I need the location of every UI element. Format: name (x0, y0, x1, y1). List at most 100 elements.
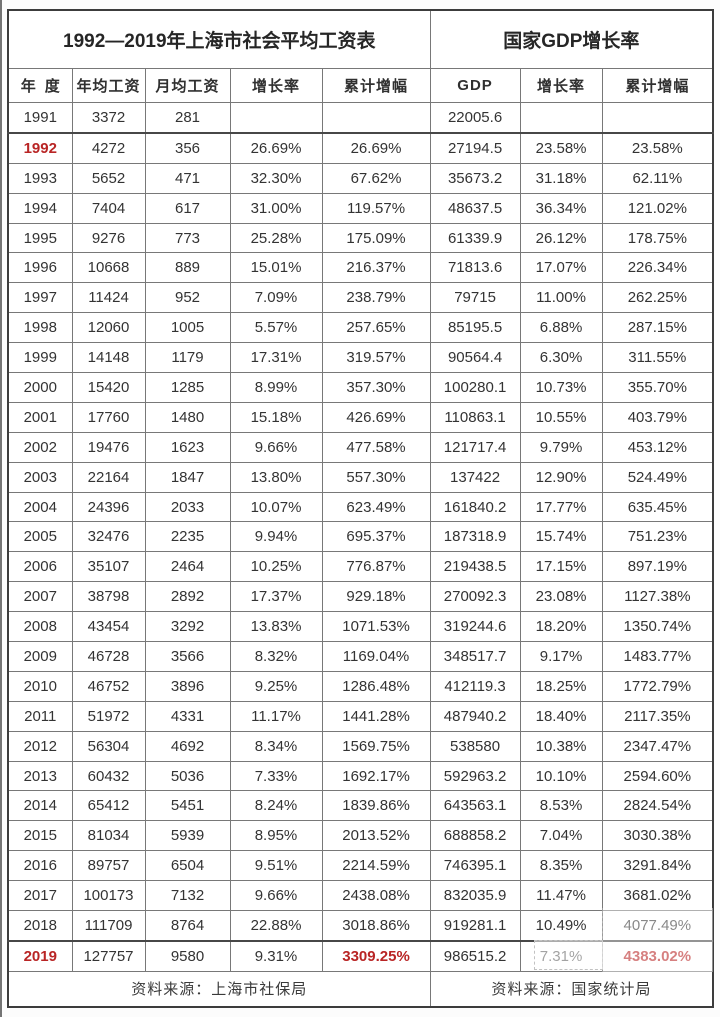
cell-annual: 46752 (71, 670, 146, 702)
table-row: 2018 111709 8764 22.88% 3018.86% 919281.1 10.4… (7, 910, 714, 942)
cell-gdp_growth: 18.40% (519, 700, 603, 732)
cell-monthly: 4331 (144, 700, 231, 732)
right-table-title: 国家GDP增长率 (429, 9, 714, 69)
table-row: 1996 10668 889 15.01% 216.37% 71813.6 17.07% 22… (7, 252, 714, 284)
cell-year: 2006 (7, 551, 73, 583)
cell-monthly: 471 (144, 162, 231, 194)
cell-year: 1995 (7, 222, 73, 254)
cell-gdp: 643563.1 (429, 790, 521, 822)
cell-cum: 1441.28% (321, 700, 431, 732)
table-row: 2004 24396 2033 10.07% 623.49% 161840.2 17.77%… (7, 491, 714, 523)
cell-year: 1992 (7, 131, 73, 164)
cell-gdp_cum: 635.45% (601, 491, 714, 523)
table-row: 2014 65412 5451 8.24% 1839.86% 643563.1 8.53% 2… (7, 790, 714, 822)
cell-monthly: 7132 (144, 880, 231, 912)
cell-gdp_cum: 226.34% (601, 252, 714, 284)
column-header-5: GDP (429, 68, 521, 103)
cell-gdp: 487940.2 (429, 700, 521, 732)
cell-annual: 65412 (71, 790, 146, 822)
cell-year: 2011 (7, 700, 73, 732)
cell-gdp_growth (519, 101, 603, 134)
cell-growth: 7.09% (229, 282, 323, 314)
cell-gdp_growth: 23.58% (519, 131, 603, 164)
cell-annual: 10668 (71, 252, 146, 284)
right-source-note: 资料来源：国家统计局 (429, 970, 714, 1008)
table-row: 1994 7404 617 31.00% 119.57% 48637.5 36.34% 121… (7, 192, 714, 224)
cell-year: 2016 (7, 850, 73, 882)
cell-growth: 11.17% (229, 700, 323, 732)
cell-monthly: 889 (144, 252, 231, 284)
cell-year: 2015 (7, 820, 73, 852)
cell-cum: 26.69% (321, 131, 431, 164)
cell-growth: 9.25% (229, 670, 323, 702)
cell-monthly: 1005 (144, 312, 231, 344)
cell-gdp: 110863.1 (429, 401, 521, 433)
cell-year: 2009 (7, 641, 73, 672)
cell-cum: 175.09% (321, 222, 431, 254)
cell-cum: 3018.86% (321, 910, 431, 942)
cell-gdp: 27194.5 (429, 131, 521, 164)
table-row: 1995 9276 773 25.28% 175.09% 61339.9 26.12% 178… (7, 222, 714, 254)
cell-gdp: 348517.7 (429, 641, 521, 672)
cell-gdp_growth: 17.15% (519, 551, 603, 583)
cell-cum: 1839.86% (321, 790, 431, 822)
cell-cum: 2013.52% (321, 820, 431, 852)
table-row: 2001 17760 1480 15.18% 426.69% 110863.1 10.55%… (7, 401, 714, 433)
cell-gdp_growth: 6.30% (519, 342, 603, 374)
cell-gdp: 100280.1 (429, 372, 521, 403)
cell-annual: 7404 (71, 192, 146, 224)
cell-gdp: 688858.2 (429, 820, 521, 852)
cell-gdp_growth: 10.55% (519, 401, 603, 433)
cell-year: 2014 (7, 790, 73, 822)
table-row: 2015 81034 5939 8.95% 2013.52% 688858.2 7.04% 3… (7, 820, 714, 852)
cell-gdp: 832035.9 (429, 880, 521, 912)
cell-gdp_growth: 8.35% (519, 850, 603, 882)
cell-monthly: 1285 (144, 372, 231, 403)
cell-gdp_growth: 10.73% (519, 372, 603, 403)
cell-gdp_growth: 10.38% (519, 730, 603, 762)
cell-growth: 5.57% (229, 312, 323, 344)
cell-monthly: 9580 (144, 939, 231, 972)
cell-annual: 32476 (71, 521, 146, 553)
cell-growth: 32.30% (229, 162, 323, 194)
cell-annual: 60432 (71, 760, 146, 792)
cell-annual: 3372 (71, 101, 146, 134)
cell-monthly: 1179 (144, 342, 231, 374)
cell-year: 2008 (7, 611, 73, 643)
cell-growth: 8.24% (229, 790, 323, 822)
cell-gdp_growth: 9.79% (519, 431, 603, 463)
cell-growth: 8.32% (229, 641, 323, 672)
cell-year: 2000 (7, 372, 73, 403)
cell-monthly: 356 (144, 131, 231, 164)
cell-annual: 111709 (71, 910, 146, 942)
cell-gdp: 412119.3 (429, 670, 521, 702)
cell-cum: 2214.59% (321, 850, 431, 882)
cell-gdp: 270092.3 (429, 581, 521, 613)
table-row: 2012 56304 4692 8.34% 1569.75% 538580 10.38% 23… (7, 730, 714, 762)
cell-gdp: 71813.6 (429, 252, 521, 284)
cell-monthly: 2892 (144, 581, 231, 613)
cell-growth: 9.51% (229, 850, 323, 882)
cell-cum: 1169.04% (321, 641, 431, 672)
cell-year: 2003 (7, 461, 73, 493)
cell-gdp_cum: 4383.02% (601, 939, 714, 972)
cell-gdp_growth: 15.74% (519, 521, 603, 553)
cell-gdp_growth: 18.25% (519, 670, 603, 702)
cell-growth: 9.66% (229, 431, 323, 463)
cell-cum: 257.65% (321, 312, 431, 344)
cell-cum: 119.57% (321, 192, 431, 224)
cell-gdp_cum: 178.75% (601, 222, 714, 254)
cell-annual: 100173 (71, 880, 146, 912)
wage-gdp-table: 1992—2019年上海市社会平均工资表 国家GDP增长率 年度 年均工资 月均工资… (7, 9, 715, 1008)
cell-annual: 56304 (71, 730, 146, 762)
cell-monthly: 8764 (144, 910, 231, 942)
cell-monthly: 3566 (144, 641, 231, 672)
cell-gdp_cum: 3681.02% (601, 880, 714, 912)
cell-year: 2017 (7, 880, 73, 912)
cell-growth: 9.66% (229, 880, 323, 912)
cell-gdp_growth: 10.49% (519, 910, 603, 942)
cell-gdp_cum: 2594.60% (601, 760, 714, 792)
cell-gdp_growth: 6.88% (519, 312, 603, 344)
cell-gdp_growth: 7.31% (519, 939, 603, 972)
column-header-1: 年均工资 (71, 68, 146, 103)
